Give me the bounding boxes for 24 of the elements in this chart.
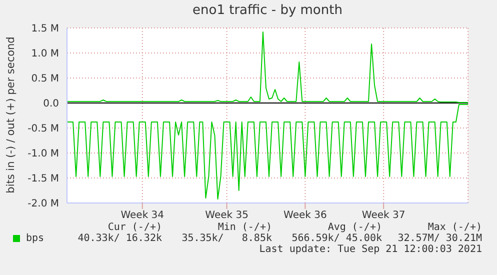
text: Min (-/+) <box>216 222 272 233</box>
text: 35.35k/ 8.85k <box>180 233 272 244</box>
y-tick-label: -2.0 M <box>28 198 59 210</box>
x-tick-label: Week 36 <box>284 210 327 222</box>
text: Cur (-/+) <box>106 222 162 233</box>
y-tick-label: -1.0 M <box>28 148 59 160</box>
x-tick-label: Week 35 <box>205 210 248 222</box>
y-tick-label: 1.5 M <box>31 24 59 35</box>
chart-title: eno1 traffic - by month <box>192 3 344 18</box>
y-tick-label: -1.5 M <box>28 174 59 185</box>
y-tick-label: 0.0 <box>43 98 59 110</box>
y-tick-label: 1.0 M <box>31 48 59 60</box>
text: 566.59k/ 45.00k <box>290 233 382 244</box>
text: 32.57M/ 30.21M <box>396 233 482 244</box>
y-tick-label: 0.5 M <box>31 74 59 85</box>
text: Last update: Tue Sep 21 12:00:03 2021 <box>258 244 482 255</box>
legend-label: bps <box>26 233 44 244</box>
y-tick-label: -0.5 M <box>28 124 59 135</box>
x-tick-label: Week 37 <box>362 210 406 222</box>
x-tick-label: Week 34 <box>120 210 164 222</box>
text: Max (-/+) <box>426 222 482 233</box>
text: Avg (-/+) <box>326 222 382 233</box>
text: 40.33k/ 16.32k <box>76 233 162 244</box>
y-axis-title: bits in (-) / out (+) per second <box>5 36 17 194</box>
